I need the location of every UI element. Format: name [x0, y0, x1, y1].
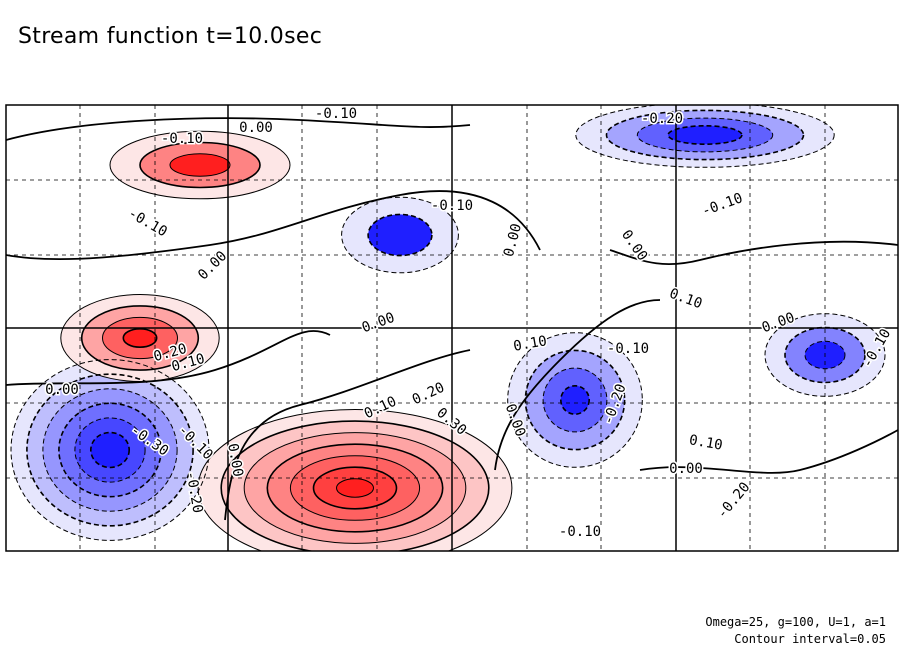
contour-label: -0.10 [159, 130, 204, 149]
chart-title: Stream function t=10.0sec [18, 24, 323, 49]
positive-contour-line [289, 455, 421, 521]
contour-interval-caption: Contour interval=0.05 [734, 632, 886, 646]
positive-contour-line [169, 153, 231, 177]
positive-contour-line [80, 305, 200, 371]
negative-contour-line [804, 340, 846, 370]
negative-contour-line [605, 109, 805, 161]
positive-contour-line [220, 420, 490, 551]
contour-label: -0.20 [639, 110, 684, 129]
contour-label-text: -0.20 [641, 111, 683, 127]
zero-contour-line [6, 117, 471, 141]
zero-contour-line [6, 190, 541, 261]
contour-label: 0.00 [668, 460, 705, 479]
negative-contour-line [542, 367, 608, 433]
positive-level-fill [336, 478, 374, 498]
positive-level-fill [170, 153, 230, 177]
positive-contour-line [312, 466, 398, 510]
contour-label-text: -0.10 [431, 198, 473, 214]
negative-contour-line [341, 196, 459, 274]
contour-label-text: 0.00 [669, 461, 703, 477]
zero-contour-line [639, 429, 898, 474]
negative-contour-line [90, 431, 131, 469]
contour-label: 0.10 [686, 431, 725, 456]
plot-frame [5, 104, 899, 552]
negative-contour-line [74, 417, 146, 483]
negative-contour-line [26, 373, 194, 527]
negative-contour-line [367, 213, 433, 257]
negative-contour-line [559, 384, 590, 415]
negative-contour-line [58, 402, 162, 498]
positive-contour-line [102, 316, 178, 360]
zero-contour-line [224, 349, 471, 521]
contour-label-text: 0.00 [239, 120, 273, 136]
contour-fills [11, 105, 885, 551]
contour-label: 0.00 [44, 381, 81, 400]
negative-level-fill [668, 125, 742, 145]
positive-contour-line [109, 130, 291, 200]
negative-level-fill [368, 214, 432, 256]
contour-label-text: -0.10 [161, 131, 203, 147]
positive-contour-line [139, 141, 261, 189]
positive-contour-line [336, 478, 374, 498]
zero-contour-line [6, 330, 331, 386]
negative-contour-line [10, 359, 210, 541]
contour-label-text: -0.10 [315, 106, 357, 122]
contour-label: -0.10 [605, 340, 650, 359]
zero-contour-line [609, 240, 898, 266]
contour-label-text: -0.10 [607, 341, 649, 357]
contour-label-text: 0.10 [688, 432, 724, 454]
contour-label: 0.00 [238, 119, 275, 138]
positive-level-fill [123, 328, 157, 348]
contour-label: -0.10 [429, 197, 474, 216]
positive-contour-line [266, 443, 444, 533]
contour-label-text: 0.00 [45, 382, 79, 398]
contour-label: -0.10 [557, 523, 602, 542]
positive-contour-line [243, 432, 467, 544]
contour-label: -0.10 [313, 105, 358, 124]
negative-contour-line [575, 105, 835, 168]
contour-label-text: -0.10 [559, 524, 601, 540]
grid-lines [6, 105, 898, 551]
parameter-caption: Omega=25, g=100, U=1, a=1 [705, 615, 886, 629]
negative-contour-line [636, 117, 774, 153]
positive-contour-line [122, 327, 158, 348]
zero-contour-line [494, 299, 661, 471]
negative-contour-line [507, 332, 643, 468]
negative-contour-line [42, 388, 178, 512]
contour-lines [6, 105, 898, 551]
negative-level-fill [90, 432, 130, 468]
positive-contour-line [197, 409, 513, 551]
field-layer: -0.10 0.00 -0.10 -0.20 -0.10 -0.10 -0.10 0.00 0.… [6, 105, 898, 551]
negative-level-fill [560, 385, 590, 415]
